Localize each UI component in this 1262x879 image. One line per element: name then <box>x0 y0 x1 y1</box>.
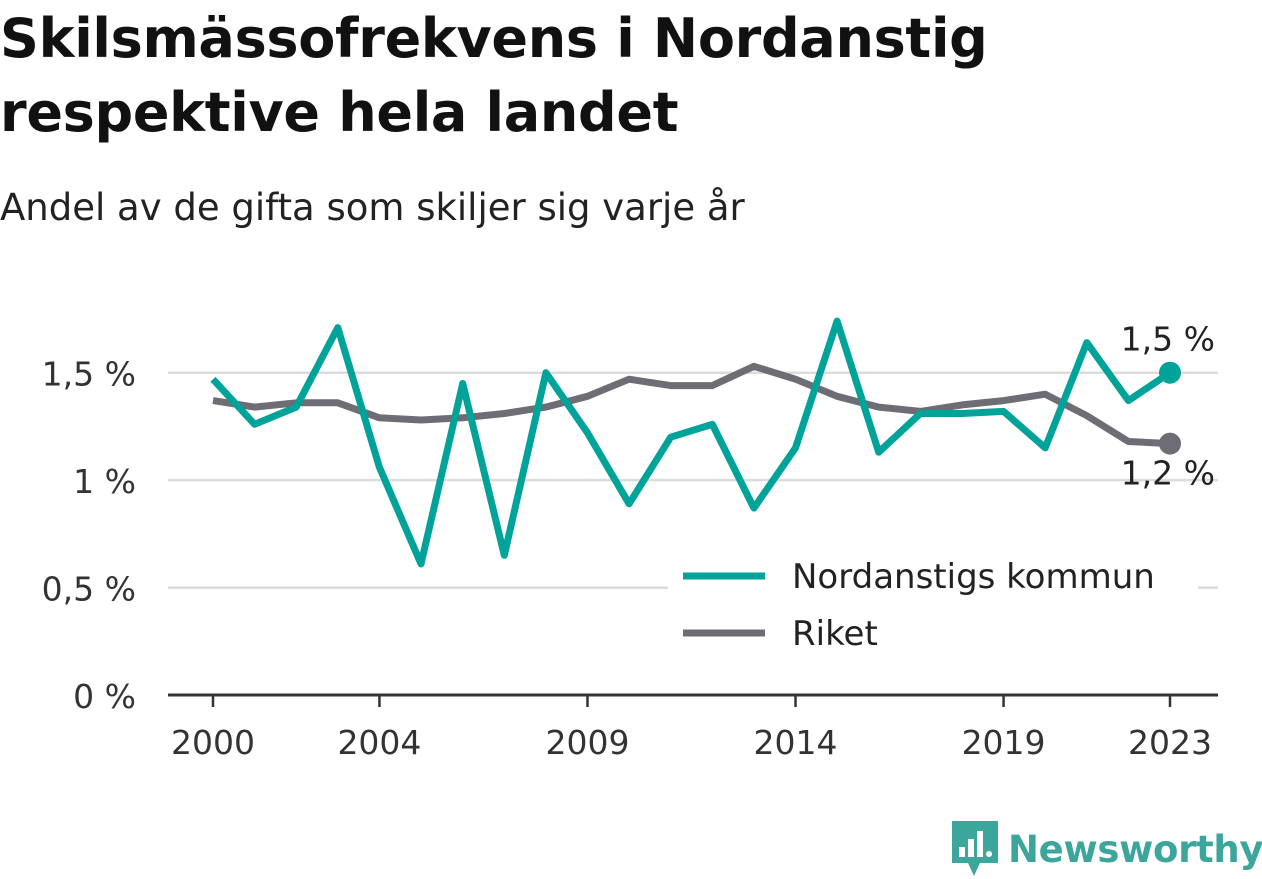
chart-subtitle: Andel av de gifta som skiljer sig varje … <box>0 186 745 229</box>
y-tick-label: 1 % <box>73 462 136 501</box>
y-tick-label: 0,5 % <box>42 570 136 609</box>
x-tick-label: 2014 <box>754 723 838 762</box>
end-point-nordanstig <box>1159 361 1181 384</box>
y-tick-label: 1,5 % <box>42 355 136 394</box>
y-tick-label: 0 % <box>73 677 136 716</box>
x-tick-label: 2019 <box>962 723 1046 762</box>
series-line-nordanstig <box>210 317 1172 568</box>
legend-label-riket: Riket <box>792 614 878 654</box>
newsworthy-logo-icon <box>952 821 998 876</box>
series-line-riket <box>212 362 1171 448</box>
legend-background <box>668 545 1198 663</box>
end-point-riket <box>1159 432 1181 455</box>
x-tick-label: 2023 <box>1128 723 1212 762</box>
x-tick-label: 2000 <box>171 723 255 762</box>
x-tick-label: 2009 <box>545 723 629 762</box>
x-tick-label: 2004 <box>337 723 421 762</box>
legend-label-nordanstig: Nordanstigs kommun <box>792 557 1155 597</box>
brand-name: Newsworthy <box>1008 827 1262 871</box>
end-label-nordanstig: 1,5 % <box>1121 320 1215 359</box>
brand-logo[interactable]: Newsworthy <box>952 820 1262 878</box>
chart-title: Skilsmässofrekvens i Nordanstig respekti… <box>0 7 988 144</box>
end-label-riket: 1,2 % <box>1121 454 1215 493</box>
